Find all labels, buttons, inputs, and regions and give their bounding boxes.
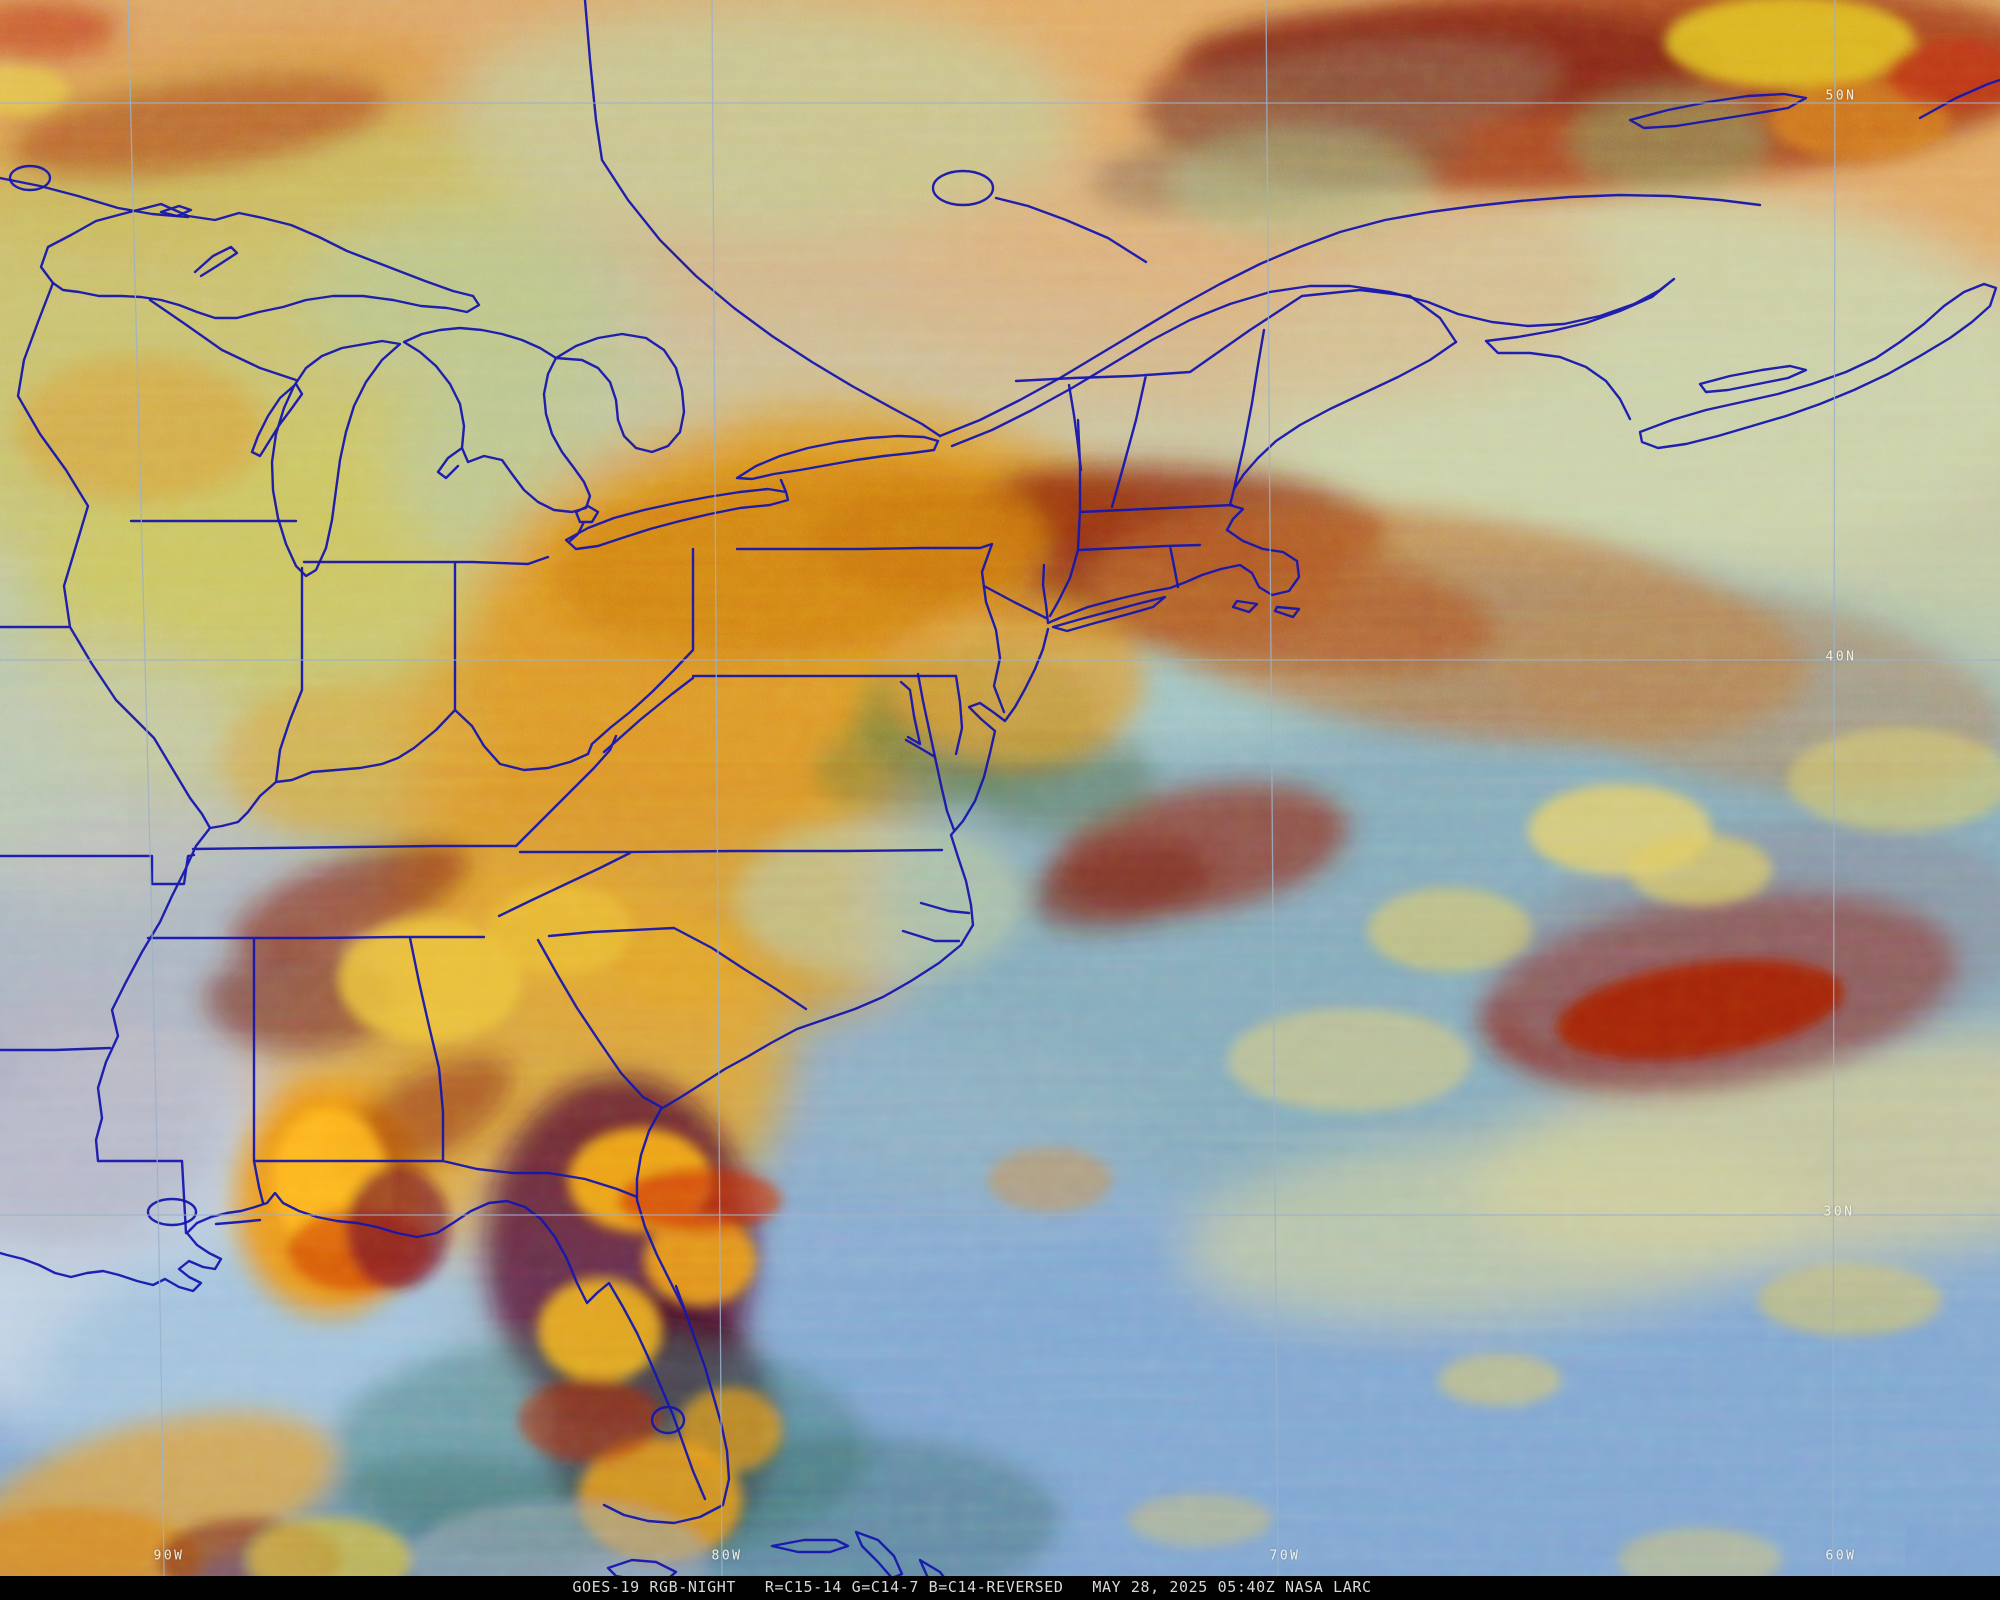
longitude-label-90w: 90W xyxy=(154,1549,185,1564)
latitude-label-40n: 40N xyxy=(1826,650,1857,665)
longitude-label-60w: 60W xyxy=(1826,1549,1857,1564)
longitude-label-70w: 70W xyxy=(1270,1549,1301,1564)
caption-text: GOES-19 RGB-NIGHT R=C15-14 G=C14-7 B=C14… xyxy=(0,1576,2000,1600)
longitude-label-80w: 80W xyxy=(712,1549,743,1564)
satellite-viewer: 50N 40N 30N 90W 80W 70W 60W GOES-19 RGB-… xyxy=(0,0,2000,1600)
latitude-label-50n: 50N xyxy=(1826,89,1857,104)
caption-bar: GOES-19 RGB-NIGHT R=C15-14 G=C14-7 B=C14… xyxy=(0,1576,2000,1600)
grain-texture xyxy=(0,0,2000,1576)
latitude-label-30n: 30N xyxy=(1824,1205,1855,1220)
satellite-imagery xyxy=(0,0,2000,1600)
